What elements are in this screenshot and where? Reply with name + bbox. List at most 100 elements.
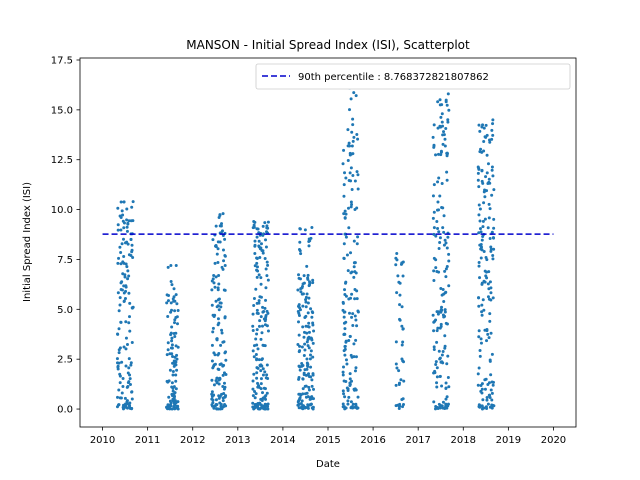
x-tick-label: 2014: [270, 435, 295, 446]
scatter-point: [343, 288, 347, 292]
scatter-point: [353, 208, 357, 212]
scatter-point: [306, 344, 310, 348]
scatter-point: [440, 103, 444, 107]
scatter-point: [351, 139, 355, 143]
x-tick-label: 2016: [360, 435, 385, 446]
scatter-point: [348, 108, 352, 112]
scatter-point: [223, 263, 227, 267]
scatter-point: [224, 350, 228, 354]
scatter-point: [354, 338, 358, 342]
scatter-point: [349, 353, 353, 357]
scatter-point: [488, 140, 492, 144]
scatter-point: [394, 340, 398, 344]
scatter-point: [477, 264, 481, 268]
scatter-point: [311, 372, 315, 376]
y-tick-label: 0.0: [57, 405, 73, 416]
scatter-point: [211, 238, 215, 242]
scatter-point: [216, 288, 220, 292]
scatter-point: [489, 373, 493, 377]
scatter-point: [310, 378, 314, 382]
scatter-point: [438, 194, 442, 198]
scatter-point: [436, 200, 440, 204]
scatter-point: [115, 361, 119, 365]
scatter-point: [117, 348, 121, 352]
scatter-point: [175, 353, 179, 357]
scatter-point: [344, 358, 348, 362]
scatter-point: [344, 235, 348, 239]
scatter-point: [490, 391, 494, 395]
scatter-point: [446, 235, 450, 239]
scatter-point: [122, 291, 126, 295]
scatter-point: [354, 366, 358, 370]
scatter-point: [347, 297, 351, 301]
scatter-point: [444, 275, 448, 279]
scatter-point: [173, 359, 177, 363]
scatter-point: [349, 166, 353, 170]
scatter-point: [130, 390, 134, 394]
scatter-point: [263, 395, 267, 399]
scatter-point: [434, 404, 438, 408]
scatter-point: [125, 229, 129, 233]
scatter-point: [351, 123, 355, 127]
scatter-point: [435, 329, 439, 333]
scatter-point: [173, 318, 177, 322]
scatter-point: [484, 123, 488, 127]
scatter-point: [255, 343, 259, 347]
scatter-point: [481, 123, 485, 127]
scatter-point: [216, 247, 220, 251]
scatter-point: [299, 290, 303, 294]
scatter-point: [223, 395, 227, 399]
scatter-point: [342, 242, 346, 246]
scatter-point: [264, 286, 268, 290]
scatter-point: [484, 274, 488, 278]
scatter-point: [130, 397, 134, 401]
scatter-point: [480, 303, 484, 307]
scatter-point: [491, 254, 495, 258]
scatter-point: [165, 405, 169, 409]
scatter-point: [352, 355, 356, 359]
scatter-point: [304, 295, 308, 299]
scatter-point: [257, 244, 261, 248]
scatter-point: [342, 392, 346, 396]
scatter-point: [216, 317, 220, 321]
scatter-point: [477, 231, 481, 235]
scatter-point: [307, 321, 311, 325]
scatter-point: [262, 343, 266, 347]
scatter-point: [307, 388, 311, 392]
scatter-point: [223, 254, 227, 258]
scatter-point: [305, 292, 309, 296]
scatter-point: [298, 240, 302, 244]
scatter-point: [213, 261, 217, 265]
scatter-point: [122, 221, 126, 225]
scatter-point: [487, 177, 491, 181]
scatter-point: [130, 340, 134, 344]
scatter-point: [128, 377, 132, 381]
scatter-point: [257, 299, 261, 303]
scatter-point: [115, 405, 119, 409]
scatter-point: [354, 94, 358, 98]
scatter-point: [432, 269, 436, 273]
scatter-point: [350, 292, 354, 296]
legend-label: 90th percentile : 8.768372821807862: [298, 72, 489, 83]
scatter-point: [172, 295, 176, 299]
scatter-point: [352, 275, 356, 279]
scatter-point: [115, 357, 119, 361]
scatter-point: [129, 361, 133, 365]
scatter-point: [482, 126, 486, 130]
scatter-point: [216, 260, 220, 264]
scatter-point: [491, 174, 495, 178]
scatter-point: [304, 298, 308, 302]
scatter-point: [486, 295, 490, 299]
scatter-point: [166, 341, 170, 345]
scatter-point: [306, 362, 310, 366]
scatter-point: [251, 349, 255, 353]
scatter-point: [431, 194, 435, 198]
scatter-point: [174, 373, 178, 377]
scatter-point: [394, 263, 398, 267]
scatter-point: [438, 98, 442, 102]
scatter-point: [251, 401, 255, 405]
plot-area: [79, 57, 577, 428]
scatter-point: [436, 180, 440, 184]
scatter-point: [301, 325, 305, 329]
scatter-point: [253, 402, 257, 406]
